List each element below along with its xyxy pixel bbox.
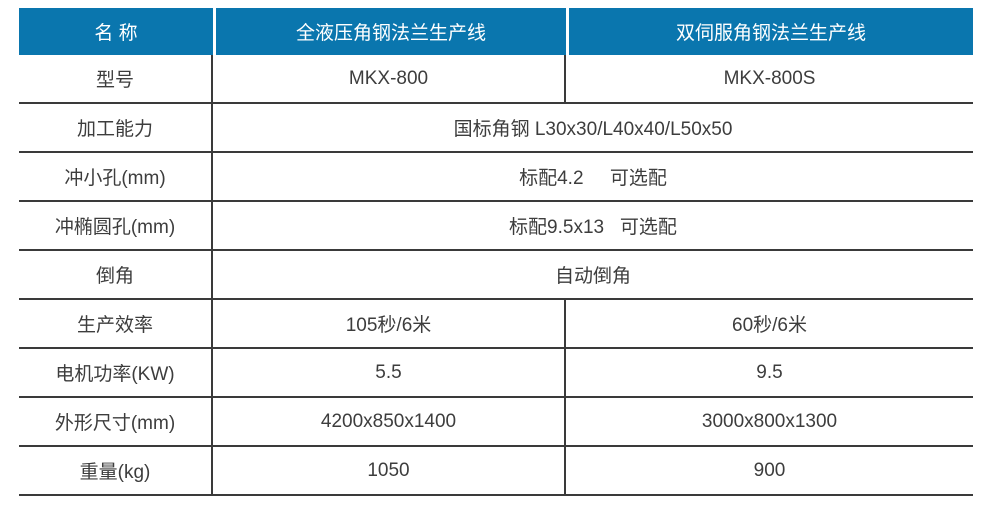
row-value-merged: 国标角钢 L30x30/L40x40/L50x50 [453, 119, 733, 140]
header-cell-product1: 全液压角钢法兰生产线 [213, 8, 566, 55]
spec-table: 名 称 全液压角钢法兰生产线 双伺服角钢法兰生产线 型号 MKX-800 MKX… [19, 8, 973, 496]
row-label: 冲椭圆孔(mm) [19, 202, 213, 249]
row-label: 生产效率 [19, 300, 213, 347]
table-row-model: 型号 MKX-800 MKX-800S [19, 55, 973, 104]
table-row-small-hole: 冲小孔(mm) 标配4.2 可选配 [19, 153, 973, 202]
row-label: 型号 [19, 55, 213, 102]
row-value-2: 9.5 [756, 361, 783, 383]
row-label: 外形尺寸(mm) [19, 398, 213, 445]
row-value-1: 105秒/6米 [213, 300, 566, 347]
row-value-1: 1050 [213, 447, 566, 494]
table-row-chamfer: 倒角 自动倒角 [19, 251, 973, 300]
table-row-efficiency: 生产效率 105秒/6米 60秒/6米 [19, 300, 973, 349]
row-value-2: MKX-800S [723, 67, 816, 89]
header-cell-name: 名 称 [19, 8, 213, 55]
table-row-weight: 重量(kg) 1050 900 [19, 447, 973, 496]
row-value-merged: 标配4.2 可选配 [519, 168, 667, 189]
table-row-dimensions: 外形尺寸(mm) 4200x850x1400 3000x800x1300 [19, 398, 973, 447]
table-row-oval-hole: 冲椭圆孔(mm) 标配9.5x13 可选配 [19, 202, 973, 251]
table-header-row: 名 称 全液压角钢法兰生产线 双伺服角钢法兰生产线 [19, 8, 973, 55]
row-value-1: 4200x850x1400 [213, 398, 566, 445]
row-value-1: MKX-800 [213, 55, 566, 102]
row-label: 加工能力 [19, 104, 213, 151]
row-value-2: 3000x800x1300 [701, 410, 838, 432]
header-cell-product2: 双伺服角钢法兰生产线 [566, 8, 973, 55]
row-label: 电机功率(KW) [19, 349, 213, 396]
row-value-merged: 自动倒角 [554, 266, 631, 287]
row-value-merged: 标配9.5x13 可选配 [509, 217, 677, 238]
row-label: 倒角 [19, 251, 213, 298]
row-value-2: 900 [753, 459, 786, 481]
row-label: 冲小孔(mm) [19, 153, 213, 200]
row-value-1: 5.5 [213, 349, 566, 396]
table-row-motor-power: 电机功率(KW) 5.5 9.5 [19, 349, 973, 398]
row-label: 重量(kg) [19, 447, 213, 494]
table-row-capacity: 加工能力 国标角钢 L30x30/L40x40/L50x50 [19, 104, 973, 153]
row-value-2: 60秒/6米 [732, 315, 807, 336]
